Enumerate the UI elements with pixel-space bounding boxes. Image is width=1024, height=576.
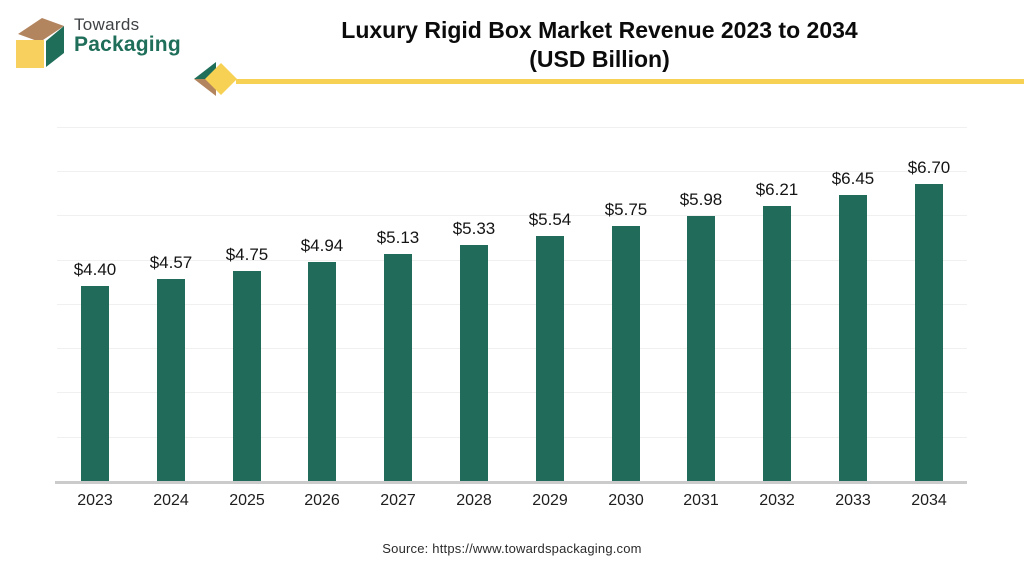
- bar-value-label-2033: $6.45: [831, 169, 875, 188]
- gridline: [57, 348, 967, 349]
- x-axis-tick-label-2024: 2024: [153, 492, 189, 509]
- source-text: Source: https://www.towardspackaging.com: [382, 541, 642, 556]
- chart-title-line2: (USD Billion): [529, 46, 670, 72]
- x-axis-tick-label-2031: 2031: [683, 492, 719, 509]
- gridline: [57, 215, 967, 216]
- gridline: [57, 304, 967, 305]
- bar-2029: [536, 236, 564, 481]
- bar-value-label-2030: $5.75: [604, 200, 648, 219]
- bar-value-label-2028: $5.33: [452, 219, 496, 238]
- chart-title: Luxury Rigid Box Market Revenue 2023 to …: [175, 16, 1024, 74]
- bar-2030: [612, 226, 640, 481]
- bar-value-label-2029: $5.54: [528, 210, 572, 229]
- bar-2032: [763, 206, 791, 481]
- gridline: [57, 260, 967, 261]
- x-axis-tick-label-2028: 2028: [456, 492, 492, 509]
- bar-2028: [460, 245, 488, 481]
- bar-value-label-2027: $5.13: [376, 228, 420, 247]
- x-axis-tick-label-2026: 2026: [304, 492, 340, 509]
- bar-2031: [687, 216, 715, 481]
- bar-2034: [915, 184, 943, 481]
- gridline: [57, 127, 967, 128]
- x-axis-tick-label-2025: 2025: [229, 492, 265, 509]
- x-axis-line: [55, 481, 967, 484]
- x-axis-tick-label-2034: 2034: [911, 492, 947, 509]
- box-3d-icon: [16, 18, 64, 68]
- brand-logo: Towards Packaging: [8, 8, 181, 68]
- divider-chevron-icon: [194, 62, 237, 96]
- bar-value-label-2031: $5.98: [679, 190, 723, 209]
- x-axis-tick-label-2023: 2023: [77, 492, 113, 509]
- bar-2033: [839, 195, 867, 481]
- x-axis-tick-label-2032: 2032: [759, 492, 795, 509]
- x-axis-tick-label-2027: 2027: [380, 492, 416, 509]
- logo-text-towards: Towards: [74, 15, 140, 34]
- bar-value-label-2026: $4.94: [300, 236, 344, 255]
- gridline: [57, 437, 967, 438]
- bar-value-label-2023: $4.40: [73, 260, 117, 279]
- bar-2024: [157, 279, 185, 481]
- bar-2023: [81, 286, 109, 481]
- bar-2025: [233, 271, 261, 481]
- bar-2027: [384, 254, 412, 481]
- gridline: [57, 392, 967, 393]
- bar-value-label-2025: $4.75: [225, 245, 269, 264]
- x-axis-tick-label-2033: 2033: [835, 492, 871, 509]
- bar-value-label-2032: $6.21: [755, 180, 799, 199]
- bar-value-label-2024: $4.57: [149, 253, 193, 272]
- bar-value-label-2034: $6.70: [907, 158, 951, 177]
- bar-2026: [308, 262, 336, 481]
- x-axis-tick-label-2030: 2030: [608, 492, 644, 509]
- divider-line: [236, 79, 1024, 84]
- gridline: [57, 171, 967, 172]
- chart-title-line1: Luxury Rigid Box Market Revenue 2023 to …: [341, 17, 858, 43]
- x-axis-tick-label-2029: 2029: [532, 492, 568, 509]
- logo-text-packaging: Packaging: [74, 32, 181, 56]
